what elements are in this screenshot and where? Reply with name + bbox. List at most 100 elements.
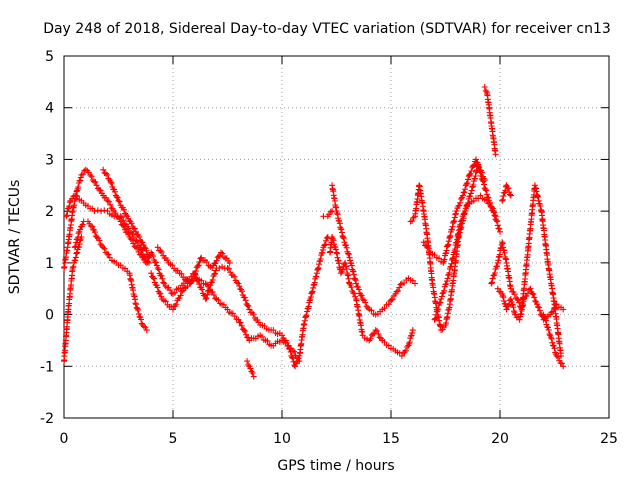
data-point [240,327,247,333]
x-tick-label: 15 [382,431,400,447]
data-point [104,171,111,178]
data-point [167,287,174,294]
data-point [446,269,453,276]
data-point [352,276,358,283]
data-point [241,294,248,301]
data-point [499,197,506,204]
data-point [66,199,73,206]
data-point [535,304,542,311]
data-point [117,213,124,220]
data-point [351,290,358,297]
data-point [457,218,464,225]
data-point [341,239,348,246]
data-point [105,198,112,205]
data-point [494,218,501,225]
data-point [77,177,84,184]
data-point [444,278,450,285]
data-point [292,363,299,370]
data-point [128,220,135,227]
data-point [477,169,484,176]
data-point [244,358,251,365]
data-point [549,308,556,315]
data-point [199,286,206,293]
data-point [516,299,523,306]
data-point [534,301,541,308]
data-point [92,229,98,236]
data-point [542,317,549,324]
data-point [100,244,107,251]
data-point [348,284,355,291]
data-point [441,256,448,263]
data-point [94,207,101,214]
data-point [558,360,565,367]
data-point [406,339,413,346]
data-point [173,301,180,308]
data-point [441,287,447,294]
data-point [108,205,115,212]
data-point [329,208,336,215]
data-point [381,305,388,312]
data-point [87,222,94,229]
data-point [527,285,534,292]
data-point [432,315,439,322]
data-point [98,208,105,215]
data-point [321,242,328,249]
data-point [494,285,501,292]
data-point [362,299,369,306]
data-point [329,235,336,242]
data-point [420,239,427,246]
data-point [481,181,487,188]
data-point [453,208,460,215]
data-point [238,322,245,329]
data-point [97,187,104,194]
data-point [209,276,216,283]
data-point [158,249,165,255]
data-point [523,293,530,299]
data-point [340,234,346,240]
data-point [553,352,560,359]
data-point [157,247,164,254]
data-point [247,365,254,372]
data-point [259,333,265,340]
data-point [69,265,76,271]
data-point [467,170,474,177]
data-point [347,257,354,264]
y-tick-label: 2 [45,204,54,220]
data-point [158,272,165,279]
data-point [458,195,465,202]
data-point [404,344,411,350]
data-point [93,234,100,240]
data-point [282,339,289,346]
data-point [476,167,483,174]
data-point [155,266,162,273]
data-point [139,251,146,257]
data-point [397,281,404,288]
x-tick-label: 20 [491,431,509,447]
data-point [170,306,176,313]
data-point [483,191,490,198]
data-point [77,237,84,244]
data-point [130,234,137,240]
data-point [78,171,85,178]
data-point [346,280,353,287]
data-point [150,275,157,282]
data-point [205,283,212,290]
data-point [530,291,537,298]
plot-frame [63,55,610,419]
data-point [117,218,124,225]
data-point [296,358,303,365]
x-tick-label: 0 [60,431,69,447]
data-point [467,190,474,197]
data-point [409,327,416,334]
data-point [507,296,514,303]
data-point [128,229,135,236]
data-point [510,304,517,311]
data-point [75,230,82,237]
data-point [101,207,108,214]
data-point [125,225,132,232]
data-point [241,328,248,334]
data-point [250,311,257,318]
data-point [537,203,544,209]
data-point [492,151,499,158]
